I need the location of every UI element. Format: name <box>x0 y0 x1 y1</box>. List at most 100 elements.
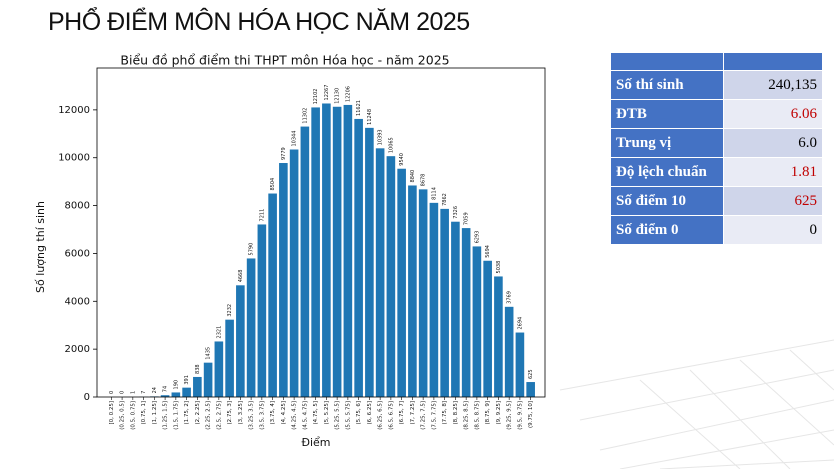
x-tick-label: (2, 2.25] <box>195 401 201 425</box>
x-tick-label: (2.5, 2.75] <box>216 401 222 430</box>
y-tick-label: 2000 <box>65 344 90 355</box>
data-label: 1435 <box>206 347 212 360</box>
x-tick-label: (1.75, 2] <box>184 401 190 425</box>
data-label: 2321 <box>216 326 222 339</box>
y-tick-label: 10000 <box>58 153 90 164</box>
data-label: 10344 <box>292 131 298 147</box>
bar <box>451 221 460 397</box>
chart-title: Biểu đồ phổ điểm thi THPT môn Hóa học - … <box>120 53 449 68</box>
data-label: 12130 <box>335 88 341 104</box>
bar <box>289 149 299 397</box>
bar <box>386 156 396 397</box>
bar <box>225 319 234 397</box>
x-tick-label: (8, 8.25] <box>453 401 459 425</box>
data-label: 11248 <box>367 109 373 125</box>
bar <box>311 107 320 398</box>
bar <box>397 168 406 397</box>
bar <box>418 189 428 397</box>
data-label: 8678 <box>421 174 427 187</box>
page-title: PHỔ ĐIỂM MÔN HÓA HỌC NĂM 2025 <box>48 8 470 36</box>
row-label: Độ lệch chuẩn <box>610 157 724 187</box>
bar <box>526 382 535 397</box>
y-tick-label: 6000 <box>65 248 90 259</box>
x-tick-label: (2.75, 3] <box>227 401 233 425</box>
bar <box>343 104 353 397</box>
data-label: 0 <box>109 391 115 394</box>
data-label: 7326 <box>453 206 459 219</box>
data-label: 11302 <box>302 108 308 124</box>
x-tick-label: (6, 6.25] <box>367 401 373 425</box>
data-label: 7211 <box>259 209 265 222</box>
background-decoration <box>559 339 834 469</box>
x-tick-label: (5.25, 5.5] <box>335 401 341 430</box>
bar <box>408 185 417 397</box>
data-label: 5038 <box>496 261 502 274</box>
bar <box>236 285 245 397</box>
x-tick-label: (1, 1.25] <box>152 401 158 425</box>
y-tick-label: 8000 <box>65 201 90 212</box>
bar <box>354 118 363 397</box>
x-tick-label: (3.5, 3.75] <box>259 401 265 430</box>
data-label: 7059 <box>464 212 470 225</box>
x-tick-label: (5.75, 6] <box>356 401 362 425</box>
data-label: 838 <box>195 364 201 374</box>
x-tick-label: (8.5, 8.75] <box>474 401 480 430</box>
chart: Biểu đồ phổ điểm thi THPT môn Hóa học - … <box>25 47 557 460</box>
row-label: Số điểm 10 <box>610 186 724 216</box>
data-label: 3769 <box>507 291 513 304</box>
table-header <box>610 52 823 71</box>
bar <box>182 387 191 397</box>
data-label: 8114 <box>431 187 437 200</box>
bar <box>494 276 503 397</box>
row-value: 6.0 <box>723 128 823 158</box>
data-label: 9779 <box>281 147 287 160</box>
data-label: 4668 <box>238 270 244 283</box>
data-label: 11621 <box>356 100 362 116</box>
bar <box>268 193 277 397</box>
bar <box>365 127 374 398</box>
bar <box>160 395 170 397</box>
x-tick-label: (3, 3.25] <box>238 401 244 425</box>
row-value: 0 <box>723 215 823 245</box>
row-value: 240,135 <box>723 70 823 100</box>
bar <box>461 228 471 397</box>
row-label: ĐTB <box>610 99 724 129</box>
header-cell <box>723 52 823 71</box>
x-tick-label: (9, 9.25] <box>496 401 502 425</box>
x-tick-label: (3.25, 3.5] <box>249 401 255 430</box>
y-tick-label: 0 <box>84 392 90 403</box>
bar <box>279 163 288 397</box>
x-axis-label: Điểm <box>301 436 330 449</box>
x-tick-label: (3.75, 4] <box>270 401 276 425</box>
x-tick-label: (6.75, 7] <box>399 401 405 425</box>
data-label: 625 <box>528 369 534 379</box>
y-tick-label: 4000 <box>65 296 90 307</box>
data-label: 5790 <box>249 243 255 256</box>
x-tick-label: (7.25, 7.5] <box>421 401 427 430</box>
data-label: 12267 <box>324 85 330 101</box>
bar <box>472 246 482 397</box>
x-tick-label: (4, 4.25] <box>281 401 287 425</box>
bar <box>332 106 342 397</box>
row-value: 625 <box>723 186 823 216</box>
row-label: Trung vị <box>610 128 724 158</box>
data-label: 10393 <box>378 129 384 145</box>
x-tick-label: (7, 7.25] <box>410 401 416 425</box>
x-tick-label: (4.5, 4.75] <box>302 401 308 430</box>
x-tick-label: (6.5, 6.75] <box>388 401 394 430</box>
x-tick-label: (1.5, 1.75] <box>173 401 179 430</box>
x-tick-label: (9.5, 9.75] <box>517 401 523 430</box>
data-label: 8504 <box>270 178 276 191</box>
bar <box>322 103 331 398</box>
bar <box>504 306 514 397</box>
row-label: Số thí sinh <box>610 70 724 100</box>
row-value: 1.81 <box>723 157 823 187</box>
bar <box>300 126 310 397</box>
row-value: 6.06 <box>723 99 823 129</box>
data-label: 74 <box>163 386 169 392</box>
x-tick-label: (7.5, 7.75] <box>431 401 437 430</box>
x-tick-label: (8.25, 8.5] <box>464 401 470 430</box>
data-label: 391 <box>184 375 190 385</box>
x-tick-label: (8.75, 9] <box>485 401 491 425</box>
